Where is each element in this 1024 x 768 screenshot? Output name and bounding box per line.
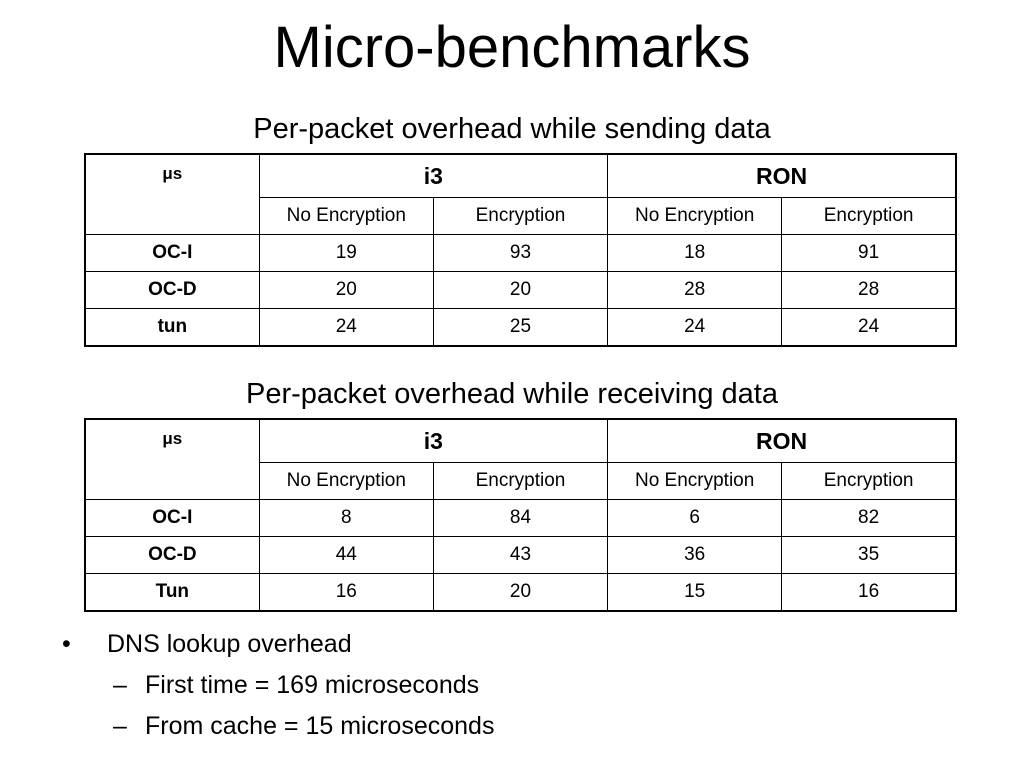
group-header-ron: RON xyxy=(607,418,957,463)
table-cell: 20 xyxy=(432,271,609,309)
bullet-list: • DNS lookup overhead – First time = 169… xyxy=(56,624,494,747)
table-cell: 24 xyxy=(258,308,434,347)
row-label: OC-D xyxy=(84,271,260,309)
dash-icon: – xyxy=(113,671,127,699)
table-cell: 18 xyxy=(607,234,783,272)
row-label: OC-I xyxy=(84,234,260,272)
table-cell: 24 xyxy=(607,308,783,347)
table-cell: 19 xyxy=(258,234,434,272)
subheader-cell: No Encryption xyxy=(607,462,783,500)
table-cell: 28 xyxy=(607,271,783,309)
table-cell: 20 xyxy=(258,271,434,309)
table-cell: 16 xyxy=(258,573,434,612)
sub-bullet-text: First time = 169 microseconds xyxy=(145,671,480,699)
table-cell: 93 xyxy=(432,234,609,272)
table-row: OC-I 19 93 18 91 xyxy=(84,234,957,272)
table-cell: 91 xyxy=(781,234,957,272)
table-cell: 16 xyxy=(781,573,957,612)
table-cell: 25 xyxy=(432,308,609,347)
table-header-row: μs i3 RON xyxy=(84,153,957,235)
table-cell: 6 xyxy=(607,499,783,537)
table-row: OC-I 8 84 6 82 xyxy=(84,499,957,537)
group-header-i3: i3 xyxy=(258,418,609,463)
sub-bullet-text: From cache = 15 microseconds xyxy=(145,712,495,740)
table-row: OC-D 20 20 28 28 xyxy=(84,271,957,309)
row-label: Tun xyxy=(84,573,260,612)
row-label: tun xyxy=(84,308,260,347)
subheader-cell: No Encryption xyxy=(258,462,434,500)
subheader-cell: Encryption xyxy=(432,462,609,500)
table-cell: 8 xyxy=(258,499,434,537)
table-subheader-row: No Encryption Encryption No Encryption E… xyxy=(85,462,957,500)
table-cell: 36 xyxy=(607,536,783,574)
table-row: Tun 16 20 15 16 xyxy=(84,573,957,612)
sub-bullet-item: – From cache = 15 microseconds xyxy=(56,706,494,747)
table-row: tun 24 25 24 24 xyxy=(84,308,957,347)
bullet-text: DNS lookup overhead xyxy=(107,630,352,658)
subheader-cell: Encryption xyxy=(432,197,609,235)
subheader-cell: Encryption xyxy=(781,462,957,500)
table-cell: 24 xyxy=(781,308,957,347)
receiving-table-caption: Per-packet overhead while receiving data xyxy=(246,378,778,410)
group-header-ron: RON xyxy=(607,153,957,198)
table-cell: 28 xyxy=(781,271,957,309)
row-label: OC-D xyxy=(84,536,260,574)
subheader-cell: No Encryption xyxy=(258,197,434,235)
group-header-i3: i3 xyxy=(258,153,609,198)
sending-overhead-table: μs i3 RON No Encryption Encryption No En… xyxy=(84,153,957,347)
table-cell: 44 xyxy=(258,536,434,574)
table-row: OC-D 44 43 36 35 xyxy=(84,536,957,574)
table-cell: 84 xyxy=(432,499,609,537)
bullet-dot-icon: • xyxy=(62,630,71,658)
subheader-cell: Encryption xyxy=(781,197,957,235)
row-label: OC-I xyxy=(84,499,260,537)
sending-table-caption: Per-packet overhead while sending data xyxy=(253,113,771,145)
table-cell: 35 xyxy=(781,536,957,574)
unit-header-cell: μs xyxy=(84,418,260,500)
table-cell: 82 xyxy=(781,499,957,537)
table-cell: 43 xyxy=(432,536,609,574)
slide-title: Micro-benchmarks xyxy=(273,15,751,80)
table-cell: 20 xyxy=(432,573,609,612)
receiving-overhead-table: μs i3 RON No Encryption Encryption No En… xyxy=(84,418,957,612)
unit-header-cell: μs xyxy=(84,153,260,235)
table-header-row: μs i3 RON xyxy=(84,418,957,500)
subheader-cell: No Encryption xyxy=(607,197,783,235)
dash-icon: – xyxy=(113,712,127,740)
bullet-item: • DNS lookup overhead xyxy=(56,624,494,665)
table-cell: 15 xyxy=(607,573,783,612)
sub-bullet-item: – First time = 169 microseconds xyxy=(56,665,494,706)
table-subheader-row: No Encryption Encryption No Encryption E… xyxy=(85,197,957,235)
